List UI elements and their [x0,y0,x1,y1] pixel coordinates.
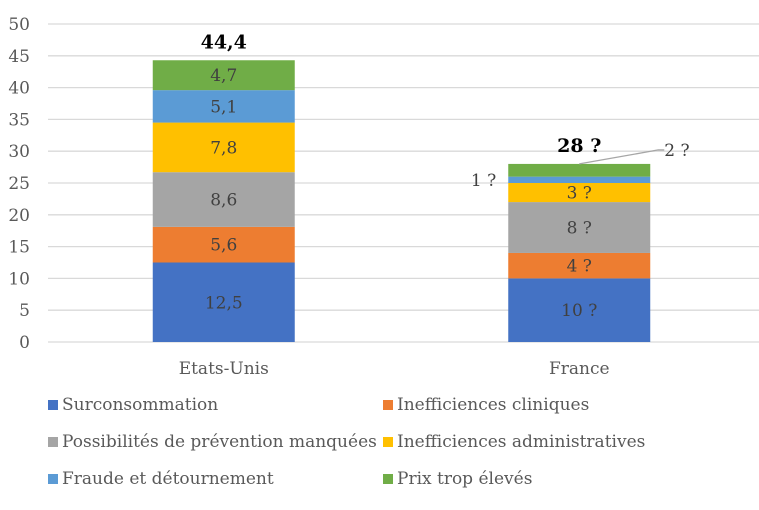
x-axis: Etats-Unis France [179,359,610,379]
stacked-bar-chart: 0 5 10 15 20 25 30 35 40 45 50 12,5 5,6 8,6 7,8 5,1 4,7… [8,15,759,379]
y-tick-label: 50 [8,15,30,35]
segment-label: 1 ? [471,171,496,191]
segment-label: 4 ? [567,257,592,277]
segment-label: 10 ? [561,301,597,321]
legend-label: Possibilités de prévention manquées [62,432,377,452]
segment-label: 5,1 [210,97,237,117]
total-label: 44,4 [201,31,247,53]
bar-segment [152,172,295,227]
y-tick-label: 25 [8,174,30,194]
segment-label: 12,5 [205,293,243,313]
bar-segment [152,90,295,123]
bar-segment [152,226,295,263]
legend-label: Inefficiences cliniques [397,395,590,415]
legend-item: Surconsommation [48,395,218,415]
x-category-label: Etats-Unis [179,359,269,379]
legend-swatch [48,437,58,447]
legend-swatch [383,474,393,484]
y-tick-label: 35 [8,110,30,130]
legend-item: Inefficiences cliniques [383,395,589,415]
segment-label: 3 ? [567,184,592,204]
segment-label: 8 ? [567,219,592,239]
bar-segment [508,163,651,177]
y-tick-label: 0 [19,333,30,353]
legend-label: Fraude et détournement [62,469,274,489]
legend-swatch [48,400,58,410]
y-tick-label: 20 [8,206,30,226]
segment-label: 8,6 [210,191,237,211]
y-tick-label: 10 [8,269,30,289]
legend-label: Inefficiences administratives [397,432,646,452]
legend-item: Fraude et détournement [48,469,274,489]
segment-label: 4,7 [210,66,237,86]
y-tick-label: 15 [8,238,30,258]
y-tick-label: 30 [8,142,30,162]
legend-label: Surconsommation [62,395,219,415]
legend-item: Possibilités de prévention manquées [48,432,377,452]
bars: 12,5 5,6 8,6 7,8 5,1 4,7 44,4 10 ? 4 ? 8 ? 3 ? 1 ? 2… [152,31,690,342]
legend-item: Prix trop élevés [383,469,532,489]
legend-swatch [383,437,393,447]
legend-swatch [383,400,393,410]
segment-label: 7,8 [210,138,237,158]
bar-segment [508,278,651,342]
y-tick-label: 40 [8,79,30,99]
legend-item: Inefficiences administratives [383,432,645,452]
bar-segment [508,202,651,253]
bar-segment [152,122,295,173]
segment-label: 2 ? [664,141,689,161]
bar-segment [508,176,651,183]
legend-swatch [48,474,58,484]
segment-label: 5,6 [210,236,237,256]
x-category-label: France [549,359,610,379]
bar-segment [508,252,651,279]
bar-segment [508,183,651,203]
leader-line [579,149,665,165]
legend-label: Prix trop élevés [397,469,533,489]
y-tick-label: 45 [8,47,30,67]
bar-segment [152,262,295,342]
y-tick-label: 5 [19,301,30,321]
total-label: 28 ? [557,135,601,157]
y-axis: 0 5 10 15 20 25 30 35 40 45 50 [8,15,30,353]
bar-segment [152,60,295,91]
